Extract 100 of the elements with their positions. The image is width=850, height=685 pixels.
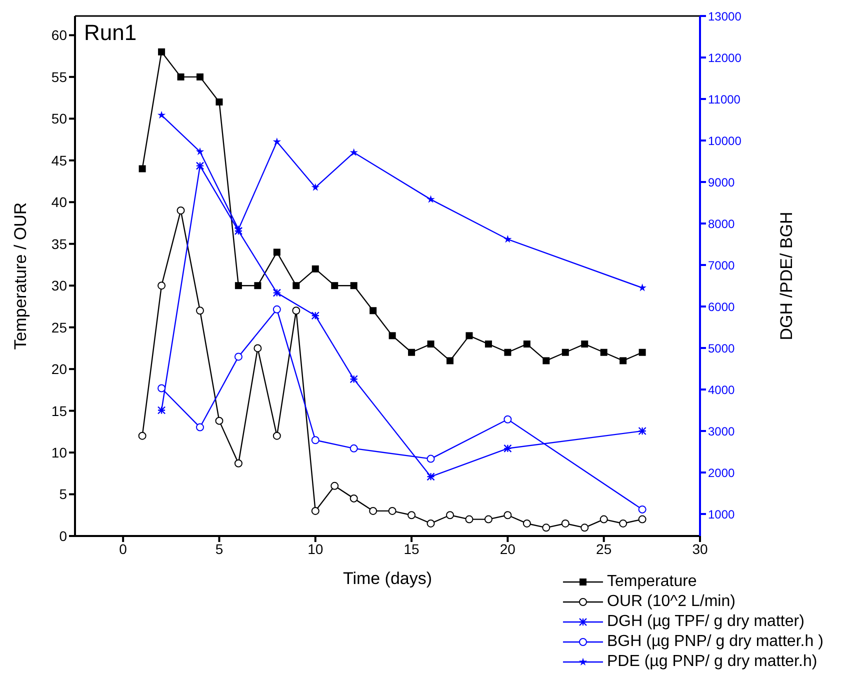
y-tick-label: 10 [51, 444, 68, 461]
legend-label: BGH (µg PNP/ g dry matter.h ) [607, 632, 824, 652]
point [446, 511, 454, 520]
point [312, 265, 319, 272]
point [273, 248, 280, 256]
y-tick-label: 30 [51, 278, 68, 294]
point [234, 226, 243, 236]
point [408, 348, 416, 356]
point [292, 282, 300, 290]
y-tick-label: 15 [51, 402, 68, 419]
y-tick-label: 25 [51, 319, 68, 336]
point [484, 515, 492, 524]
point [426, 195, 435, 203]
point [504, 415, 512, 424]
x-tick-label: 30 [692, 540, 708, 557]
y2-tick-label: 2000 [708, 466, 736, 480]
x-tick-label: 0 [119, 540, 128, 557]
point [292, 306, 300, 315]
point [580, 524, 589, 532]
point [504, 444, 512, 453]
y2-tick-label: 3000 [708, 424, 736, 438]
point [466, 332, 473, 340]
y2-tick-label: 12000 [708, 50, 742, 65]
point [234, 459, 242, 468]
point [311, 506, 320, 515]
y-tick-label: 35 [51, 236, 68, 252]
point [523, 340, 530, 348]
point [465, 515, 474, 524]
x-tick-label: 10 [308, 540, 324, 557]
point [484, 340, 492, 348]
y2-tick-label: 13000 [708, 9, 742, 24]
point [638, 515, 646, 524]
point [446, 357, 454, 364]
y2-tick-label: 9000 [708, 175, 736, 190]
point [138, 165, 146, 172]
y2-tick-label: 10000 [708, 134, 742, 148]
point [638, 505, 646, 514]
y2-tick-label: 5000 [708, 341, 736, 356]
point [620, 357, 627, 364]
point [311, 436, 320, 444]
point [504, 511, 512, 520]
point [542, 357, 550, 364]
y-tick-label: 45 [51, 152, 68, 168]
point [158, 282, 166, 290]
point [234, 225, 243, 233]
x-axis-title: Time (days) [342, 569, 432, 588]
point [177, 73, 184, 80]
legend-label: OUR (10^2 L/min) [607, 592, 736, 612]
point [562, 348, 569, 356]
point [272, 432, 281, 440]
legend-label: PDE (µg PNP/ g dry matter.h) [607, 652, 818, 672]
point [638, 426, 646, 436]
legend-label: DGH (µg TPF/ g dry matter) [607, 612, 804, 632]
point [522, 519, 531, 528]
point [311, 312, 320, 320]
y2-tick-label: 4000 [708, 382, 736, 397]
legend-label: Temperature [607, 572, 697, 592]
point [350, 375, 358, 384]
point [158, 384, 166, 392]
chart-title: Run1 [84, 20, 137, 46]
point [426, 519, 435, 528]
point [619, 519, 628, 528]
point [272, 305, 281, 314]
y-axis-title: Temperature / OUR [11, 202, 30, 350]
y-tick-label: 60 [51, 27, 68, 44]
y2-tick-label: 6000 [708, 300, 736, 314]
x-tick-label: 20 [500, 540, 516, 557]
point [504, 348, 512, 356]
point [370, 307, 377, 314]
point [350, 444, 358, 452]
point [426, 472, 435, 481]
point [350, 148, 358, 156]
y-tick-label: 20 [51, 361, 68, 378]
point [234, 352, 242, 361]
point [427, 340, 434, 348]
point [388, 506, 396, 515]
point [138, 432, 146, 440]
point [196, 73, 204, 80]
point [272, 137, 282, 146]
y-tick-label: 40 [51, 194, 68, 210]
point [408, 511, 416, 520]
point [350, 494, 358, 502]
y2-tick-label: 11000 [708, 92, 741, 106]
point [638, 348, 646, 356]
point [426, 454, 435, 463]
point [176, 206, 185, 214]
point [196, 423, 204, 432]
y2-tick-label: 1000 [708, 507, 736, 522]
point [196, 162, 204, 170]
point [331, 282, 338, 290]
y2-tick-label: 8000 [708, 216, 736, 231]
y-tick-label: 0 [59, 528, 68, 544]
x-tick-label: 5 [215, 540, 224, 557]
point [600, 348, 608, 356]
y-tick-label: 5 [59, 486, 68, 502]
point [254, 344, 262, 352]
point [542, 524, 550, 532]
x-tick-label: 15 [404, 540, 420, 557]
point [196, 306, 204, 315]
point [350, 282, 358, 290]
